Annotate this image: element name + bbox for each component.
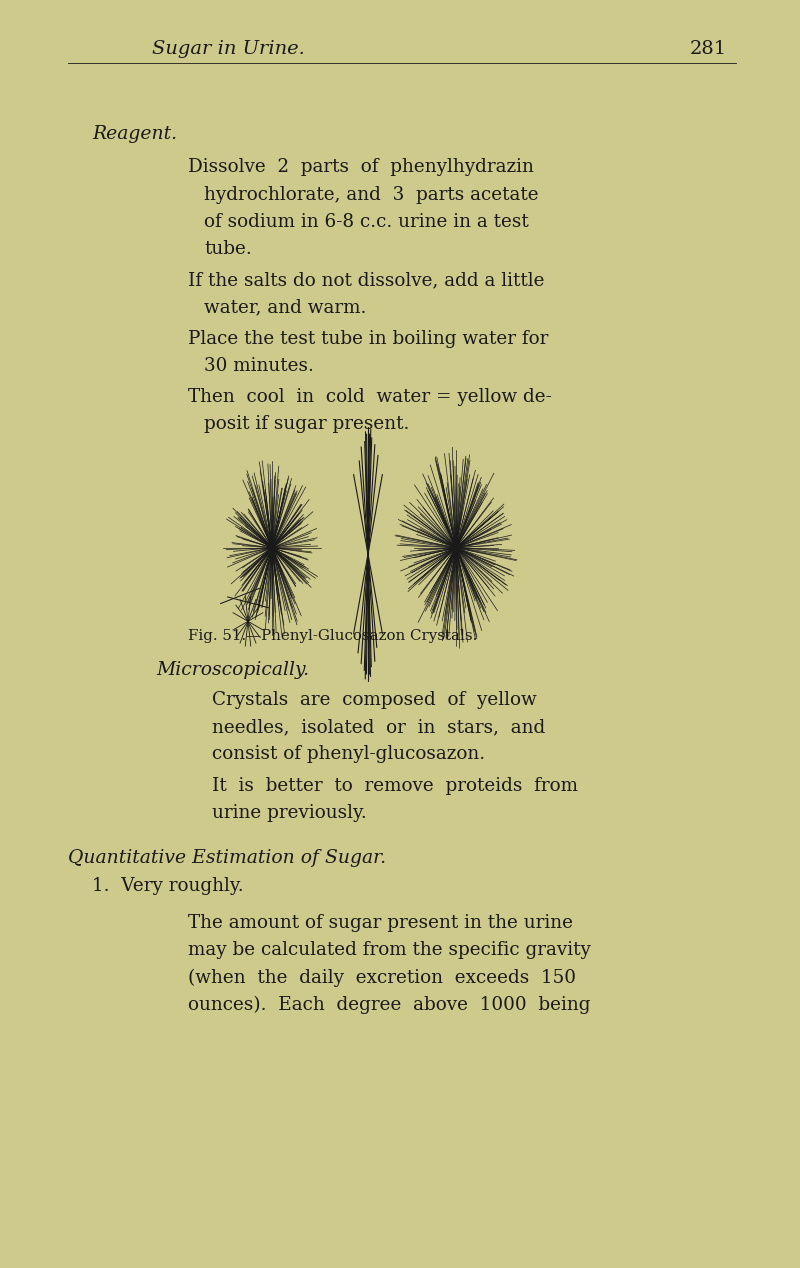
Text: Dissolve  2  parts  of  phenylhydrazin: Dissolve 2 parts of phenylhydrazin [188, 158, 534, 176]
Text: may be calculated from the specific gravity: may be calculated from the specific grav… [188, 941, 591, 960]
Text: It  is  better  to  remove  proteids  from: It is better to remove proteids from [212, 776, 578, 795]
Text: water, and warm.: water, and warm. [204, 298, 366, 317]
Text: needles,  isolated  or  in  stars,  and: needles, isolated or in stars, and [212, 718, 546, 737]
Text: Quantitative Estimation of Sugar.: Quantitative Estimation of Sugar. [68, 850, 386, 867]
Text: tube.: tube. [204, 240, 252, 259]
Text: 30 minutes.: 30 minutes. [204, 356, 314, 375]
Text: posit if sugar present.: posit if sugar present. [204, 415, 410, 434]
Text: hydrochlorate, and  3  parts acetate: hydrochlorate, and 3 parts acetate [204, 185, 538, 204]
Text: Crystals  are  composed  of  yellow: Crystals are composed of yellow [212, 691, 537, 709]
Text: Reagent.: Reagent. [92, 124, 177, 143]
Text: If the salts do not dissolve, add a little: If the salts do not dissolve, add a litt… [188, 271, 545, 289]
Text: urine previously.: urine previously. [212, 804, 366, 822]
Text: Fig. 51.—Phenyl-Glucosazon Crystals.: Fig. 51.—Phenyl-Glucosazon Crystals. [188, 629, 478, 643]
Text: consist of phenyl-glucosazon.: consist of phenyl-glucosazon. [212, 746, 485, 763]
Text: Then  cool  in  cold  water = yellow de-: Then cool in cold water = yellow de- [188, 388, 552, 406]
Text: ounces).  Each  degree  above  1000  being: ounces). Each degree above 1000 being [188, 995, 590, 1014]
Text: Place the test tube in boiling water for: Place the test tube in boiling water for [188, 330, 548, 347]
Text: 281: 281 [690, 39, 726, 58]
Text: 1.  Very roughly.: 1. Very roughly. [92, 877, 244, 895]
Text: Sugar in Urine.: Sugar in Urine. [151, 39, 305, 58]
Text: of sodium in 6-8 c.c. urine in a test: of sodium in 6-8 c.c. urine in a test [204, 213, 529, 231]
Text: (when  the  daily  excretion  exceeds  150: (when the daily excretion exceeds 150 [188, 969, 576, 987]
Text: The amount of sugar present in the urine: The amount of sugar present in the urine [188, 914, 573, 932]
Text: Microscopically.: Microscopically. [156, 661, 309, 680]
